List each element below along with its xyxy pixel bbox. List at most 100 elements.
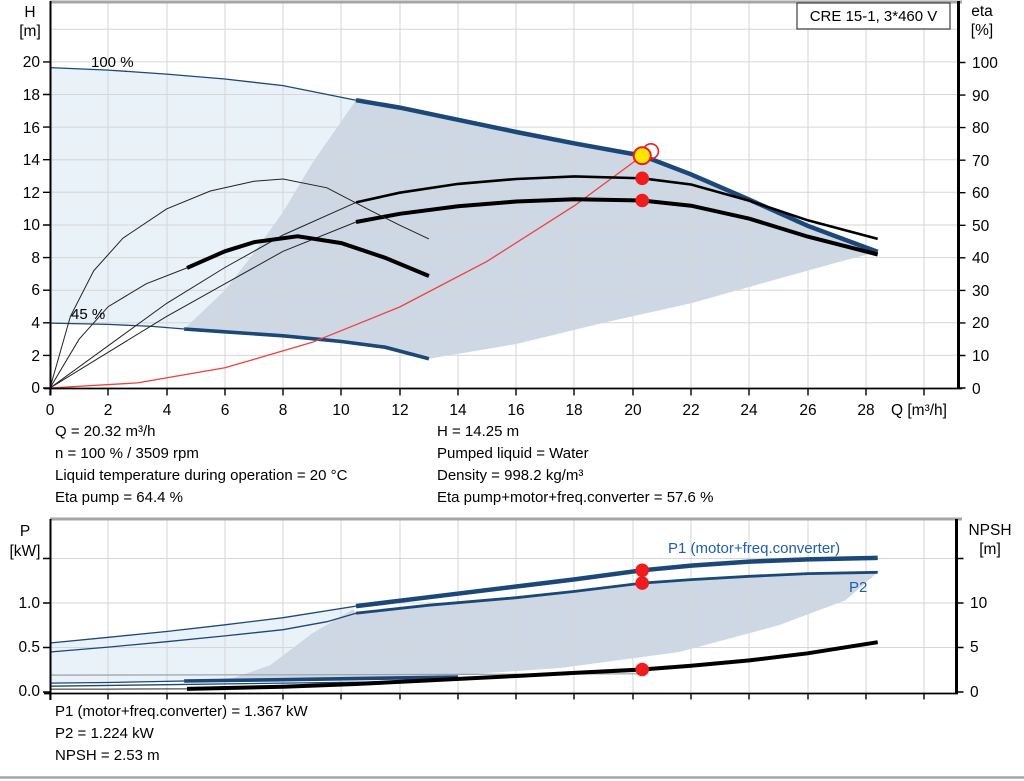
npsh-axis-unit: [m]: [979, 541, 1001, 558]
svg-text:70: 70: [972, 153, 990, 170]
eta-axis-ticks: [958, 61, 966, 389]
eta-pump-point-marker: [635, 171, 649, 186]
duty-point-marker[interactable]: [632, 146, 652, 166]
h-axis-unit: [m]: [19, 23, 41, 40]
curve-eta-total-45pct: [186, 234, 430, 278]
q-axis-tick-labels: 0 2 4 6 8 10 12 14 16 18 20 22 24 26 28: [46, 402, 875, 419]
vertical-gridlines: [107, 519, 925, 693]
svg-text:20: 20: [23, 54, 41, 71]
npsh-axis-ticks: [956, 557, 964, 693]
npsh-axis-title: NPSH: [968, 522, 1011, 539]
info-p2: P2 = 1.224 kW: [55, 725, 154, 742]
svg-text:16: 16: [23, 120, 40, 137]
power-npsh-chart: P [kW] NPSH [m] 1.0 0.5 0.0 10 5 0 P1 (m…: [10, 517, 1012, 701]
curve-eta-total-100pct-thin: [49, 221, 357, 389]
h-axis-title: H: [24, 4, 35, 21]
eta-axis-title: eta: [971, 3, 993, 20]
p-axis-ticks: [43, 557, 50, 693]
info-speed: n = 100 % / 3509 rpm: [55, 445, 199, 462]
curve-p1-45pct-thin: [49, 680, 185, 684]
svg-text:6: 6: [221, 402, 230, 419]
info-npsh: NPSH = 2.53 m: [55, 747, 160, 764]
curve-eta-pump-100pct: [355, 175, 879, 241]
svg-text:20: 20: [624, 402, 642, 419]
curve-head-45pct: [183, 327, 430, 361]
curve-eta-pump-45pct: [49, 178, 430, 389]
h-axis-ticks: [43, 61, 50, 389]
svg-text:10: 10: [972, 348, 990, 365]
info-head: H = 14.25 m: [437, 423, 520, 440]
svg-text:10: 10: [332, 402, 350, 419]
curve-npsh: [186, 640, 879, 691]
svg-text:30: 30: [972, 283, 990, 300]
svg-text:20: 20: [972, 315, 990, 332]
svg-text:22: 22: [682, 402, 699, 419]
svg-text:8: 8: [279, 402, 288, 419]
svg-text:2: 2: [31, 348, 40, 365]
svg-text:16: 16: [507, 402, 524, 419]
svg-text:8: 8: [31, 250, 40, 267]
operating-envelope-dark: [184, 100, 878, 359]
p2-point-marker: [635, 576, 649, 590]
pump-title-box: CRE 15-1, 3*460 V: [796, 2, 951, 30]
svg-text:50: 50: [972, 218, 990, 235]
info-pumped-liquid: Pumped liquid = Water: [437, 445, 589, 462]
speed-45pct-label: 45 %: [71, 306, 105, 323]
p1-curve-label: P1 (motor+freq.converter): [668, 540, 840, 557]
svg-text:18: 18: [565, 402, 582, 419]
h-axis-tick-labels: 20 18 16 14 12 10 8 6 4 2 0: [23, 54, 41, 397]
svg-text:6: 6: [31, 282, 40, 299]
svg-text:0.0: 0.0: [18, 683, 40, 700]
q-axis-ticks: [49, 388, 925, 396]
vertical-gridlines: [107, 1, 925, 388]
npsh-axis-tick-labels: 10 5 0: [970, 595, 988, 701]
speed-100pct-label: 100 %: [91, 54, 134, 71]
svg-text:1.0: 1.0: [18, 595, 40, 612]
svg-text:14: 14: [23, 152, 41, 169]
svg-text:10: 10: [23, 217, 41, 234]
info-eta-pump: Eta pump = 64.4 %: [55, 489, 183, 506]
curve-eta-total-45pct-thin: [49, 267, 188, 389]
svg-text:0: 0: [46, 402, 55, 419]
p-axis-unit: [kW]: [10, 543, 41, 560]
svg-text:80: 80: [972, 120, 990, 137]
curve-p1-45pct: [184, 675, 459, 683]
q-axis-unit-label: Q [m³/h]: [891, 402, 947, 419]
svg-text:24: 24: [740, 402, 758, 419]
svg-text:0: 0: [970, 684, 979, 701]
svg-text:0: 0: [972, 381, 981, 398]
svg-text:60: 60: [972, 185, 990, 202]
eta-total-point-marker: [635, 193, 649, 208]
svg-text:26: 26: [799, 402, 816, 419]
svg-text:2: 2: [104, 402, 113, 419]
curve-eta-total-100pct: [355, 197, 879, 257]
svg-text:18: 18: [23, 87, 40, 104]
p2-curve-label: P2: [849, 579, 867, 596]
eta-axis-unit: [%]: [971, 22, 993, 39]
p1-point-marker: [635, 563, 649, 578]
horizontal-gridlines: [50, 28, 958, 356]
info-liquid-temperature: Liquid temperature during operation = 20…: [55, 467, 348, 484]
npsh-point-marker: [635, 662, 649, 677]
pump-title: CRE 15-1, 3*460 V: [810, 8, 938, 25]
curve-head-45pct-thin: [49, 322, 185, 330]
curve-p2-100pct-thin: [49, 612, 357, 653]
svg-text:14: 14: [449, 402, 467, 419]
operating-envelope-light: [50, 67, 356, 329]
info-density: Density = 998.2 kg/m³: [437, 467, 584, 484]
info-eta-total: Eta pump+motor+freq.converter = 57.6 %: [437, 489, 714, 506]
power-envelope-light: [50, 606, 356, 684]
curve-p1-100pct-thin: [49, 605, 357, 644]
p-axis-tick-labels: 1.0 0.5 0.0: [18, 595, 40, 700]
p-axis-title: P: [20, 523, 30, 540]
svg-text:0: 0: [31, 380, 40, 397]
svg-text:100: 100: [972, 55, 998, 72]
svg-text:12: 12: [23, 185, 40, 202]
svg-text:4: 4: [31, 315, 40, 332]
svg-text:5: 5: [970, 639, 979, 656]
svg-text:28: 28: [857, 402, 874, 419]
svg-text:12: 12: [391, 402, 408, 419]
info-p1: P1 (motor+freq.converter) = 1.367 kW: [55, 703, 308, 720]
svg-text:90: 90: [972, 88, 990, 105]
